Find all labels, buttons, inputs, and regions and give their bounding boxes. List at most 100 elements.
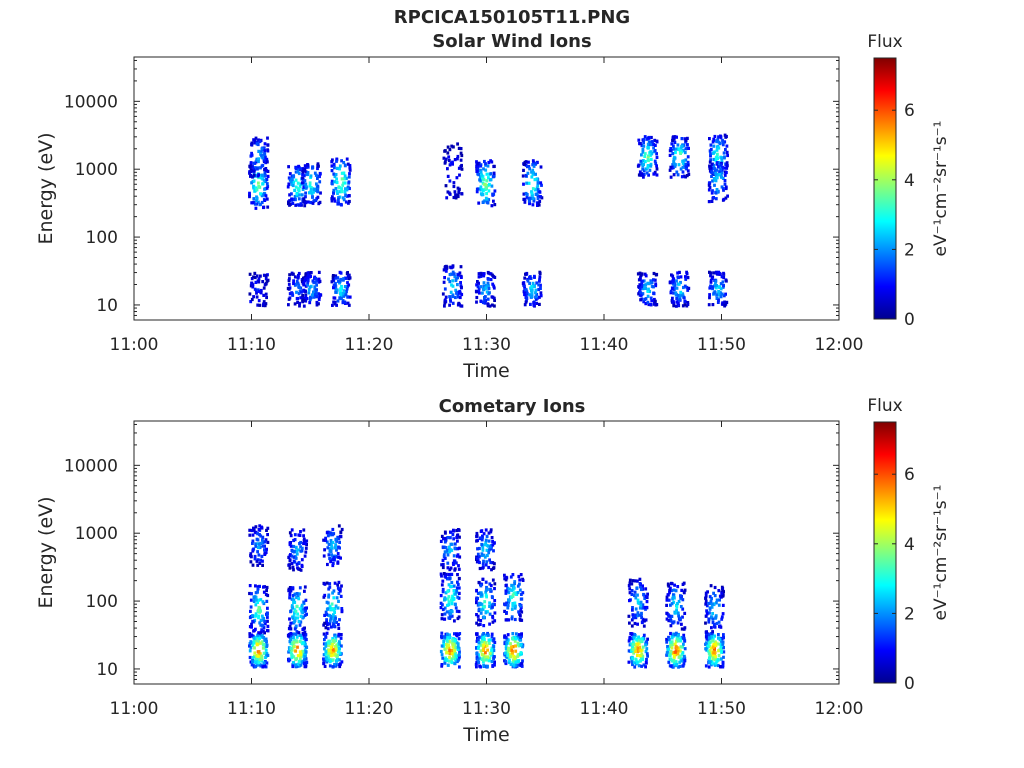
heatmap-cell xyxy=(457,564,460,568)
heatmap-cell xyxy=(633,593,636,598)
heatmap-cell xyxy=(639,298,642,302)
heatmap-cell xyxy=(670,581,673,585)
heatmap-cell xyxy=(330,280,334,284)
heatmap-cell xyxy=(712,271,716,275)
heatmap-cell xyxy=(289,587,293,591)
heatmap-cell xyxy=(257,650,261,654)
heatmap-cell xyxy=(643,154,647,158)
heatmap-cell xyxy=(683,626,687,630)
heatmap-cell xyxy=(673,140,677,144)
heatmap-cell xyxy=(330,169,334,173)
heatmap-cell xyxy=(636,653,639,657)
heatmap-cell xyxy=(342,161,346,165)
heatmap-cell xyxy=(479,649,483,653)
heatmap-cell xyxy=(335,658,339,662)
heatmap-cell xyxy=(260,147,264,151)
heatmap-cell xyxy=(492,296,496,300)
heatmap-cell xyxy=(340,607,344,611)
heatmap-cell xyxy=(636,643,640,647)
heatmap-cell xyxy=(308,301,312,305)
heatmap-cell xyxy=(724,148,727,152)
heatmap-cell xyxy=(264,302,268,306)
heatmap-cell xyxy=(304,546,308,550)
heatmap-cell xyxy=(672,588,676,592)
heatmap-cell xyxy=(708,164,712,168)
heatmap-cell xyxy=(485,658,488,662)
heatmap-cell xyxy=(255,188,259,192)
heatmap-cell xyxy=(311,195,314,199)
heatmap-cell xyxy=(334,274,338,278)
heatmap-cell xyxy=(515,632,518,636)
heatmap-cell xyxy=(304,191,307,195)
heatmap-cell xyxy=(514,604,517,608)
heatmap-cell xyxy=(476,162,480,166)
heatmap-cell xyxy=(644,650,648,654)
heatmap-cell xyxy=(628,643,632,647)
heatmap-cell xyxy=(670,646,674,650)
heatmap-cell xyxy=(644,607,647,611)
heatmap-cell xyxy=(263,168,266,172)
heatmap-cell xyxy=(487,287,491,291)
heatmap-cell xyxy=(307,288,311,292)
heatmap-cell xyxy=(322,662,325,666)
heatmap-cell xyxy=(477,660,481,664)
heatmap-cell xyxy=(668,644,672,648)
heatmap-cell xyxy=(635,614,639,618)
heatmap-cell xyxy=(449,290,453,294)
heatmap-cell xyxy=(293,645,296,649)
heatmap-cell xyxy=(322,642,326,646)
heatmap-cell xyxy=(327,553,331,557)
heatmap-cell xyxy=(339,287,342,291)
heatmap-cell xyxy=(263,548,266,552)
heatmap-cell xyxy=(291,549,295,553)
heatmap-cell xyxy=(534,162,537,166)
heatmap-cell xyxy=(260,554,264,558)
heatmap-cell xyxy=(344,293,348,297)
heatmap-cell xyxy=(348,168,352,172)
heatmap-cell xyxy=(480,188,484,192)
heatmap-cell xyxy=(445,638,449,642)
heatmap-cell xyxy=(303,204,307,208)
heatmap-cell xyxy=(488,641,491,645)
heatmap-cell xyxy=(331,195,334,199)
heatmap-cell xyxy=(490,648,494,652)
heatmap-cell xyxy=(447,603,451,607)
heatmap-cell xyxy=(300,181,304,185)
heatmap-cell xyxy=(480,640,484,644)
heatmap-cell xyxy=(538,277,541,281)
heatmap-cell xyxy=(671,597,674,601)
heatmap-cell xyxy=(452,272,456,276)
heatmap-cell xyxy=(304,633,308,637)
heatmap-cell xyxy=(291,586,295,590)
heatmap-cell xyxy=(539,165,543,169)
heatmap-cell xyxy=(257,159,260,164)
heatmap-cell xyxy=(458,173,461,177)
heatmap-cell xyxy=(482,624,486,628)
heatmap-cell xyxy=(507,646,510,650)
heatmap-cell xyxy=(262,629,265,633)
heatmap-cell xyxy=(667,584,671,588)
heatmap-cell xyxy=(327,595,330,599)
heatmap-cell xyxy=(450,144,454,148)
heatmap-cell xyxy=(642,137,646,142)
heatmap-cell xyxy=(484,590,488,594)
heatmap-cell xyxy=(651,140,654,144)
heatmap-cell xyxy=(516,591,520,595)
heatmap-cell xyxy=(262,158,266,162)
heatmap-cell xyxy=(319,172,322,176)
x-tick-label: 11:00 xyxy=(110,699,159,719)
heatmap-cell xyxy=(331,182,334,186)
heatmap-cell xyxy=(521,174,525,178)
heatmap-cell xyxy=(256,303,260,307)
heatmap-cell xyxy=(454,592,457,596)
heatmap-cell xyxy=(672,291,675,295)
heatmap-cell xyxy=(448,163,452,167)
heatmap-cell xyxy=(336,276,340,280)
heatmap-cell xyxy=(492,284,496,288)
heatmap-cell xyxy=(257,299,261,303)
heatmap-cell xyxy=(288,559,292,563)
heatmap-cell xyxy=(493,663,496,667)
heatmap-cell xyxy=(256,167,259,171)
heatmap-cell xyxy=(313,187,316,191)
heatmap-cell xyxy=(480,552,484,556)
